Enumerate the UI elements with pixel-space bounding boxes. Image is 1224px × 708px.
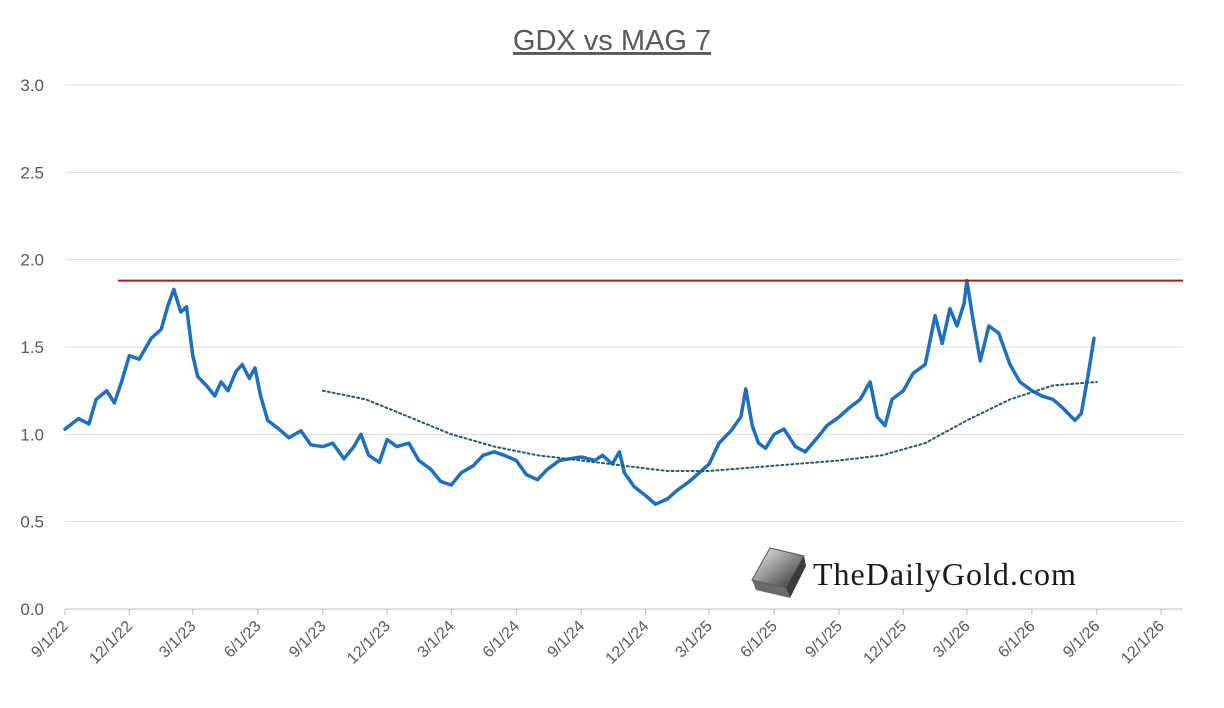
x-tick-label: 12/1/23 xyxy=(344,618,394,668)
chart-title: GDX vs MAG 7 xyxy=(513,25,711,57)
watermark-text: TheDailyGold.com xyxy=(813,556,1077,592)
x-tick-label: 9/1/22 xyxy=(28,618,72,662)
x-tick-label: 3/1/24 xyxy=(415,618,459,662)
x-axis: 9/1/22 12/1/22 3/1/23 6/1/23 9/1/23 12/1/23 3/… xyxy=(28,608,1183,668)
x-tick-label: 6/1/24 xyxy=(480,618,524,662)
y-tick-label: 2.0 xyxy=(20,251,44,270)
x-tick-label: 3/1/23 xyxy=(156,618,200,662)
watermark: TheDailyGold.com xyxy=(751,547,1077,598)
ratio-line xyxy=(63,278,1096,506)
y-tick-label: 2.5 xyxy=(20,163,44,182)
x-tick-label: 9/1/24 xyxy=(545,618,589,662)
y-tick-label: 0.0 xyxy=(20,600,44,619)
x-tick-label: 3/1/26 xyxy=(930,618,974,662)
x-tick-label: 6/1/26 xyxy=(995,618,1039,662)
x-tick-label: 9/1/23 xyxy=(286,618,330,662)
x-tick-label: 6/1/23 xyxy=(221,618,265,662)
y-axis-tick-labels: 0.0 0.5 1.0 1.5 2.0 2.5 3.0 xyxy=(20,76,44,619)
y-tick-label: 3.0 xyxy=(20,76,44,95)
gridlines xyxy=(65,84,1183,523)
y-tick-label: 1.5 xyxy=(20,338,44,357)
series-layer xyxy=(63,278,1098,506)
x-tick-label: 12/1/25 xyxy=(860,618,910,668)
x-tick-label: 6/1/25 xyxy=(737,618,781,662)
x-tick-label: 9/1/26 xyxy=(1060,618,1104,662)
x-tick-label: 3/1/25 xyxy=(672,618,716,662)
x-tick-label: 12/1/22 xyxy=(86,618,136,668)
gold-bar-logo-icon xyxy=(751,547,806,598)
trend-line-dotted xyxy=(321,380,1098,472)
y-tick-label: 1.0 xyxy=(20,425,44,444)
x-tick-label: 9/1/25 xyxy=(802,618,846,662)
x-tick-label: 12/1/26 xyxy=(1118,618,1168,668)
x-tick-label: 12/1/24 xyxy=(603,618,653,668)
y-tick-label: 0.5 xyxy=(20,513,44,532)
